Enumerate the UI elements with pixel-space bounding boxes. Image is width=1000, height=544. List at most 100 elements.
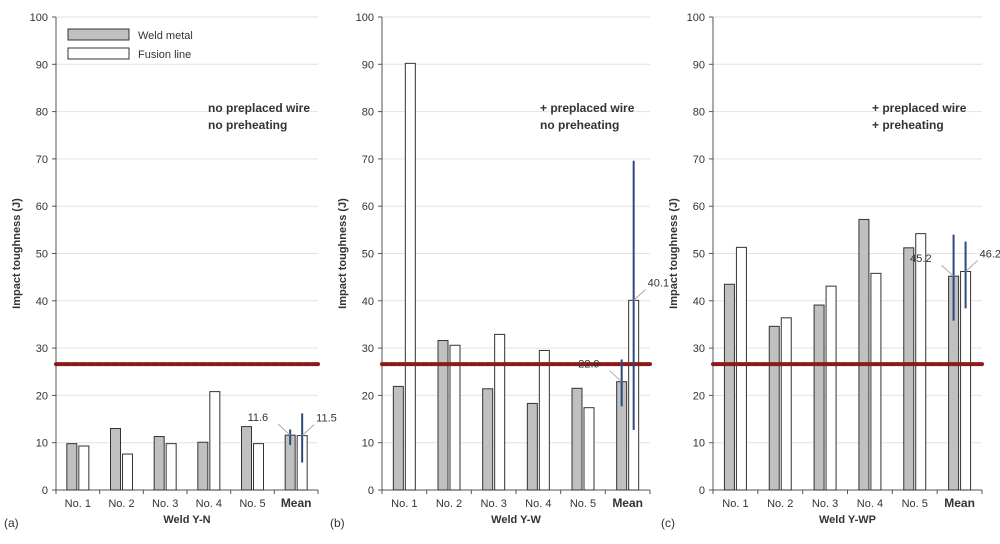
x-tick-label: No. 3 <box>481 498 507 510</box>
bar-fusion-line <box>494 333 506 491</box>
bar-fusion-line <box>915 233 927 491</box>
x-tick-label: No. 4 <box>525 498 551 510</box>
x-axis-label: Weld Y-W <box>491 514 541 526</box>
x-tick-label: No. 3 <box>152 498 178 510</box>
mean-value-label: 11.5 <box>316 413 337 425</box>
mean-value-label: 45.2 <box>910 253 931 265</box>
leader-line <box>941 264 954 277</box>
bar-fusion-line <box>209 391 221 491</box>
bar-weld-metal <box>526 402 538 491</box>
x-tick-label: No. 5 <box>239 498 265 510</box>
y-tick-label: 10 <box>36 438 48 450</box>
x-axis-label: Weld Y-WP <box>819 514 876 526</box>
panel-1: 0 10 20 30 40 50 60 70 80 90 100 Impact toughness (… <box>4 12 337 530</box>
x-tick-label: Mean <box>281 496 312 510</box>
leader-line <box>633 288 647 301</box>
y-tick-label: 60 <box>693 201 705 213</box>
panel-label: (a) <box>4 516 19 530</box>
mean-value-label: 40.1 <box>648 277 669 289</box>
x-tick-label: No. 1 <box>722 498 748 510</box>
legend-label: Weld metal <box>138 30 193 42</box>
bar-fusion-line <box>780 317 792 491</box>
x-tick-label: No. 2 <box>436 498 462 510</box>
x-tick-label: No. 5 <box>570 498 596 510</box>
y-tick-label: 40 <box>693 296 705 308</box>
y-tick-label: 20 <box>36 390 48 402</box>
bar-weld-metal <box>153 436 165 491</box>
bar-weld-metal <box>571 387 583 491</box>
panel-2: 0 10 20 30 40 50 60 70 80 90 100 Impact toughness (… <box>330 12 669 530</box>
y-tick-label: 100 <box>687 12 705 24</box>
bar-weld-metal <box>813 304 825 491</box>
bar-weld-metal <box>723 283 735 491</box>
y-tick-label: 30 <box>362 343 374 355</box>
x-tick-label: No. 3 <box>812 498 838 510</box>
panel-label: (b) <box>330 516 345 530</box>
y-tick-label: 50 <box>362 249 374 261</box>
y-tick-label: 80 <box>693 107 705 119</box>
legend-label: Fusion line <box>138 49 191 61</box>
bar-weld-metal <box>903 247 915 491</box>
y-tick-label: 0 <box>368 485 374 497</box>
leader-line <box>301 424 315 436</box>
bar-weld-metal <box>197 441 209 491</box>
y-tick-label: 60 <box>362 201 374 213</box>
bar-fusion-line <box>165 443 177 491</box>
mean-value-label: 22.9 <box>578 359 599 371</box>
bar-weld-metal <box>768 325 780 491</box>
bar-fusion-line <box>122 453 133 491</box>
x-tick-label: Mean <box>612 496 643 510</box>
bar-fusion-line <box>253 443 264 491</box>
y-tick-label: 10 <box>693 438 705 450</box>
bar-fusion-line <box>78 445 90 491</box>
y-tick-label: 90 <box>362 59 374 71</box>
y-tick-label: 30 <box>693 343 705 355</box>
y-tick-label: 80 <box>362 107 374 119</box>
bar-fusion-line <box>449 344 461 491</box>
x-tick-label: No. 1 <box>391 498 417 510</box>
y-tick-label: 0 <box>42 485 48 497</box>
condition-annotation: no preplaced wire <box>208 101 310 115</box>
x-tick-label: No. 2 <box>108 498 134 510</box>
y-axis-label: Impact toughness (J) <box>11 198 23 309</box>
y-tick-label: 90 <box>693 59 705 71</box>
leader-line <box>277 423 291 436</box>
x-tick-label: No. 4 <box>857 498 883 510</box>
bar-fusion-line <box>538 349 550 491</box>
bar-weld-metal <box>392 385 404 491</box>
bar-weld-metal <box>241 426 252 491</box>
y-tick-label: 20 <box>693 390 705 402</box>
condition-annotation: + preheating <box>872 118 944 132</box>
condition-annotation: no preheating <box>540 118 619 132</box>
y-tick-label: 80 <box>36 107 48 119</box>
y-tick-label: 100 <box>30 12 48 24</box>
bar-fusion-line <box>825 285 837 491</box>
y-tick-label: 10 <box>362 438 374 450</box>
y-tick-label: 60 <box>36 201 48 213</box>
panel-label: (c) <box>661 516 675 530</box>
mean-value-label: 46.2 <box>980 248 1000 260</box>
x-tick-label: No. 4 <box>196 498 222 510</box>
bar-fusion-line <box>583 407 595 491</box>
y-axis-label: Impact toughness (J) <box>668 198 680 309</box>
x-tick-label: No. 2 <box>767 498 793 510</box>
y-tick-label: 100 <box>356 12 374 24</box>
legend: Weld metal Fusion line <box>67 28 193 61</box>
y-axis-label: Impact toughness (J) <box>337 198 349 309</box>
y-tick-label: 40 <box>36 296 48 308</box>
y-tick-label: 0 <box>699 485 705 497</box>
bar-weld-metal <box>66 443 78 491</box>
y-tick-label: 20 <box>362 390 374 402</box>
bar-weld-metal <box>858 218 870 491</box>
legend-swatch-weld-metal <box>67 28 130 41</box>
y-tick-label: 70 <box>36 154 48 166</box>
y-tick-label: 50 <box>693 249 705 261</box>
bar-weld-metal <box>110 428 121 491</box>
x-tick-label: Mean <box>944 496 975 510</box>
y-tick-label: 40 <box>362 296 374 308</box>
condition-annotation: + preplaced wire <box>540 101 635 115</box>
bar-weld-metal <box>437 340 449 491</box>
bar-fusion-line <box>404 62 416 491</box>
y-tick-label: 70 <box>693 154 705 166</box>
